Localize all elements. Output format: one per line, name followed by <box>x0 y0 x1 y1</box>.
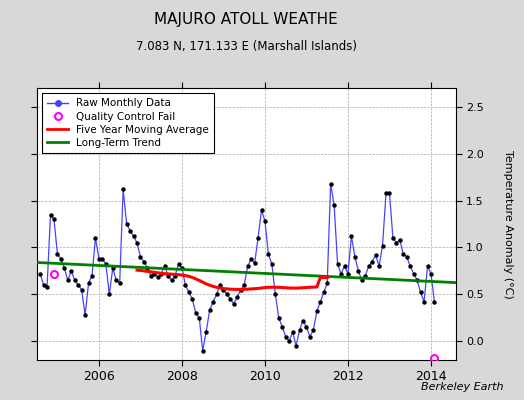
Text: MAJURO ATOLL WEATHE: MAJURO ATOLL WEATHE <box>155 12 338 27</box>
Legend: Raw Monthly Data, Quality Control Fail, Five Year Moving Average, Long-Term Tren: Raw Monthly Data, Quality Control Fail, … <box>42 93 214 153</box>
Text: 7.083 N, 171.133 E (Marshall Islands): 7.083 N, 171.133 E (Marshall Islands) <box>136 40 357 53</box>
Y-axis label: Temperature Anomaly (°C): Temperature Anomaly (°C) <box>504 150 514 298</box>
Text: Berkeley Earth: Berkeley Earth <box>421 382 503 392</box>
